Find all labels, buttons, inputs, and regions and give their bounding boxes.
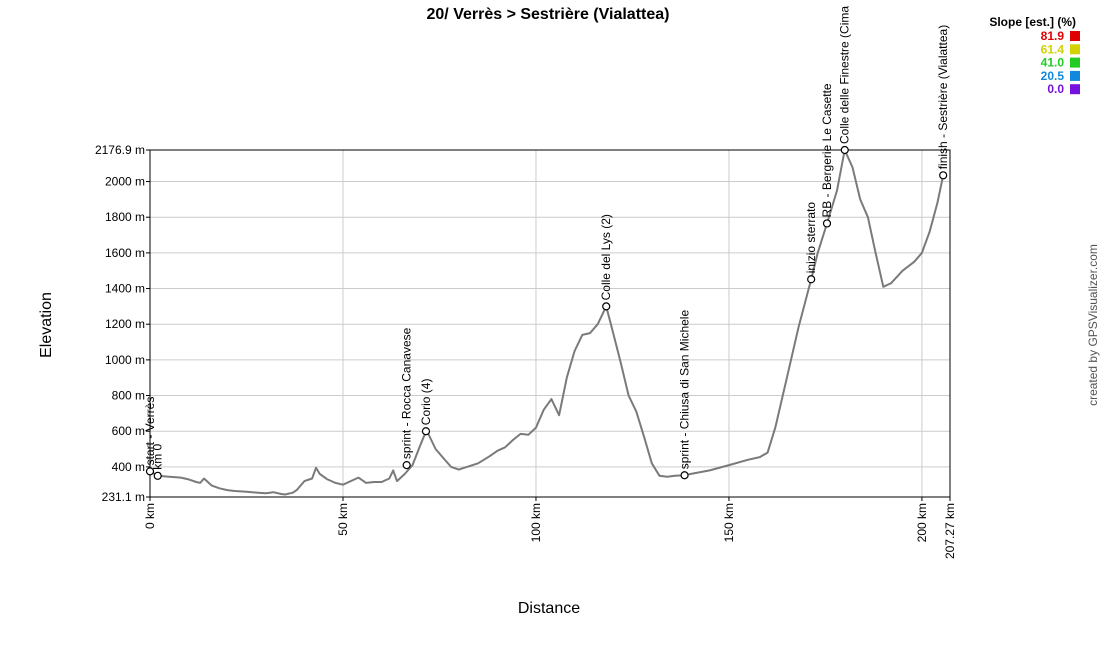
legend-value: 81.9 [1041, 29, 1065, 43]
legend-value: 0.0 [1047, 82, 1064, 96]
waypoint-label: inizio sterrato [804, 202, 818, 274]
waypoint-label: sprint - Chiusa di San Michele [678, 310, 692, 470]
y-axis-title: Elevation [38, 292, 55, 358]
waypoint-marker [840, 145, 849, 155]
waypoint-marker [602, 302, 611, 311]
legend-value: 20.5 [1041, 69, 1065, 83]
x-axis-ticks: 0 km 50 km 100 km 150 km 200 km 207.27 km [143, 497, 957, 559]
legend-swatch [1070, 31, 1080, 41]
waypoint-marker [153, 471, 162, 480]
chart-title: 20/ Verrès > Sestrière (Vialattea) [427, 6, 670, 23]
waypoint-marker [402, 460, 411, 470]
waypoint-marker [807, 275, 816, 284]
x-tick-label: 150 km [722, 503, 736, 542]
plot-area-frame [149, 149, 951, 498]
x-tick-label: 200 km [915, 503, 929, 542]
waypoint-label: RB - Bergerie Le Casette [820, 83, 834, 217]
legend-swatch [1070, 44, 1080, 55]
waypoint-label: km 0 [151, 443, 165, 469]
x-tick-label: 0 km [143, 503, 157, 529]
y-tick-label: 1200 m [105, 317, 145, 331]
slope-legend: Slope [est.] (%) 81.961.441.020.50.0 [989, 15, 1080, 96]
y-tick-label: 2000 m [105, 175, 145, 189]
x-tick-label: 50 km [336, 503, 350, 536]
waypoint-marker [822, 219, 832, 228]
waypoint-marker [939, 171, 948, 180]
waypoint-label: Colle delle Finestre (Cima [838, 6, 852, 144]
y-tick-label: 800 m [112, 389, 145, 403]
waypoint-marker [680, 471, 689, 480]
waypoint-marker [421, 427, 431, 436]
waypoint-label: Colle del Lys (2) [599, 214, 613, 300]
x-tick-label: 207.27 km [943, 503, 957, 559]
legend-value: 41.0 [1041, 56, 1065, 70]
x-axis-title: Distance [518, 600, 580, 617]
waypoint-marker [145, 467, 155, 476]
y-tick-label: 1800 m [105, 210, 145, 224]
y-tick-label: 400 m [112, 460, 145, 474]
y-tick-label: 2176.9 m [95, 143, 145, 157]
y-tick-label: 1600 m [105, 246, 145, 260]
legend-title: Slope [est.] (%) [989, 15, 1076, 29]
waypoint-label: finish - Sestrière (Vialattea) [936, 25, 950, 170]
y-tick-label: 1000 m [105, 353, 145, 367]
legend-swatch [1070, 57, 1080, 68]
y-tick-label: 231.1 m [102, 490, 145, 504]
legend-swatch [1070, 84, 1080, 95]
legend-value: 61.4 [1041, 42, 1065, 56]
x-tick-label: 100 km [529, 503, 543, 542]
waypoint-label: start - Verrès [143, 397, 157, 466]
waypoint-label: sprint - Rocca Canavese [400, 327, 414, 459]
credit-text: created by GPSVisualizer.com [1086, 244, 1100, 406]
waypoint-label: Corio (4) [419, 379, 433, 426]
y-tick-label: 600 m [112, 424, 145, 438]
legend-swatch [1070, 70, 1080, 81]
y-axis-ticks: 231.1 m 400 m 600 m 800 m 1000 m 1200 m 1400 m… [95, 143, 150, 504]
y-tick-label: 1400 m [105, 282, 145, 296]
